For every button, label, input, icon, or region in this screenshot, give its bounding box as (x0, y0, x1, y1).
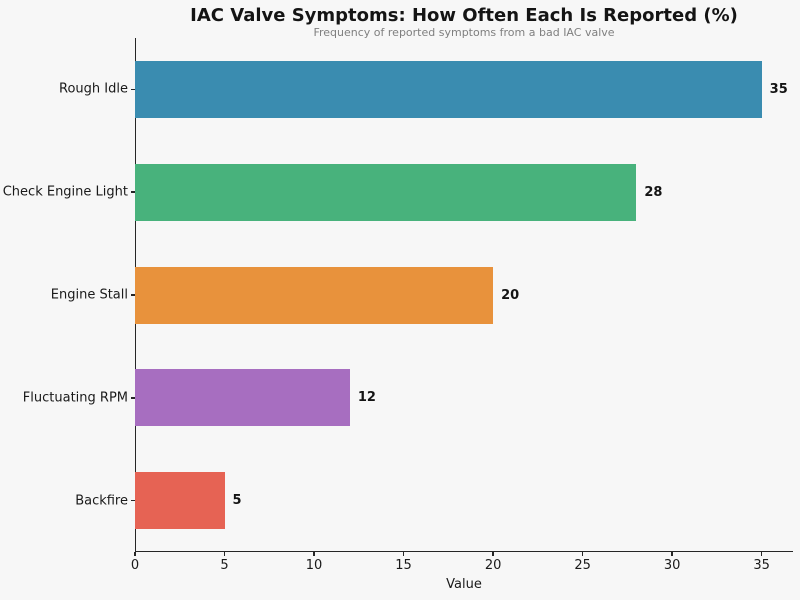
bar-value-label: 20 (501, 287, 520, 303)
y-tick-mark (131, 499, 135, 502)
bar-engine-stall (135, 266, 494, 324)
y-tick-mark (131, 294, 135, 296)
y-tick-mark (131, 397, 135, 399)
y-tick-label: Backfire (75, 493, 128, 509)
y-tick-label: Engine Stall (50, 287, 128, 303)
bar-value-label: 12 (357, 390, 376, 406)
x-tick-mark (492, 552, 494, 556)
x-tick-label: 30 (663, 558, 681, 573)
x-tick-mark (402, 552, 405, 556)
x-tick-mark (671, 552, 673, 556)
x-tick-label: 20 (484, 558, 502, 573)
bar-backfire (135, 472, 225, 530)
x-tick-label: 10 (305, 558, 323, 573)
x-tick-mark (223, 552, 226, 556)
x-tick-mark (313, 552, 315, 556)
x-tick-label: 0 (130, 558, 140, 573)
bar-fluctuating-rpm (135, 369, 350, 427)
bar-check-engine-light (135, 163, 637, 221)
y-tick-label: Check Engine Light (2, 184, 128, 200)
bar-value-label: 35 (769, 81, 788, 97)
x-axis-title: Value (446, 577, 482, 592)
x-tick-label: 5 (220, 558, 229, 573)
x-tick-label: 15 (395, 558, 412, 573)
y-tick-label: Rough Idle (59, 81, 128, 97)
bar-value-label: 5 (232, 493, 242, 509)
chart-subtitle: Frequency of reported symptoms from a ba… (313, 26, 615, 39)
y-tick-mark (131, 191, 135, 193)
chart-title: IAC Valve Symptoms: How Often Each Is Re… (190, 5, 738, 26)
x-tick-label: 25 (574, 558, 591, 573)
x-tick-label: 35 (753, 558, 770, 573)
bar-rough-idle (135, 60, 762, 118)
bar-value-label: 28 (644, 184, 663, 200)
x-tick-mark (134, 552, 136, 556)
y-tick-label: Fluctuating RPM (22, 390, 128, 406)
x-tick-mark (581, 552, 584, 556)
x-tick-mark (760, 552, 763, 556)
y-tick-mark (131, 88, 135, 91)
